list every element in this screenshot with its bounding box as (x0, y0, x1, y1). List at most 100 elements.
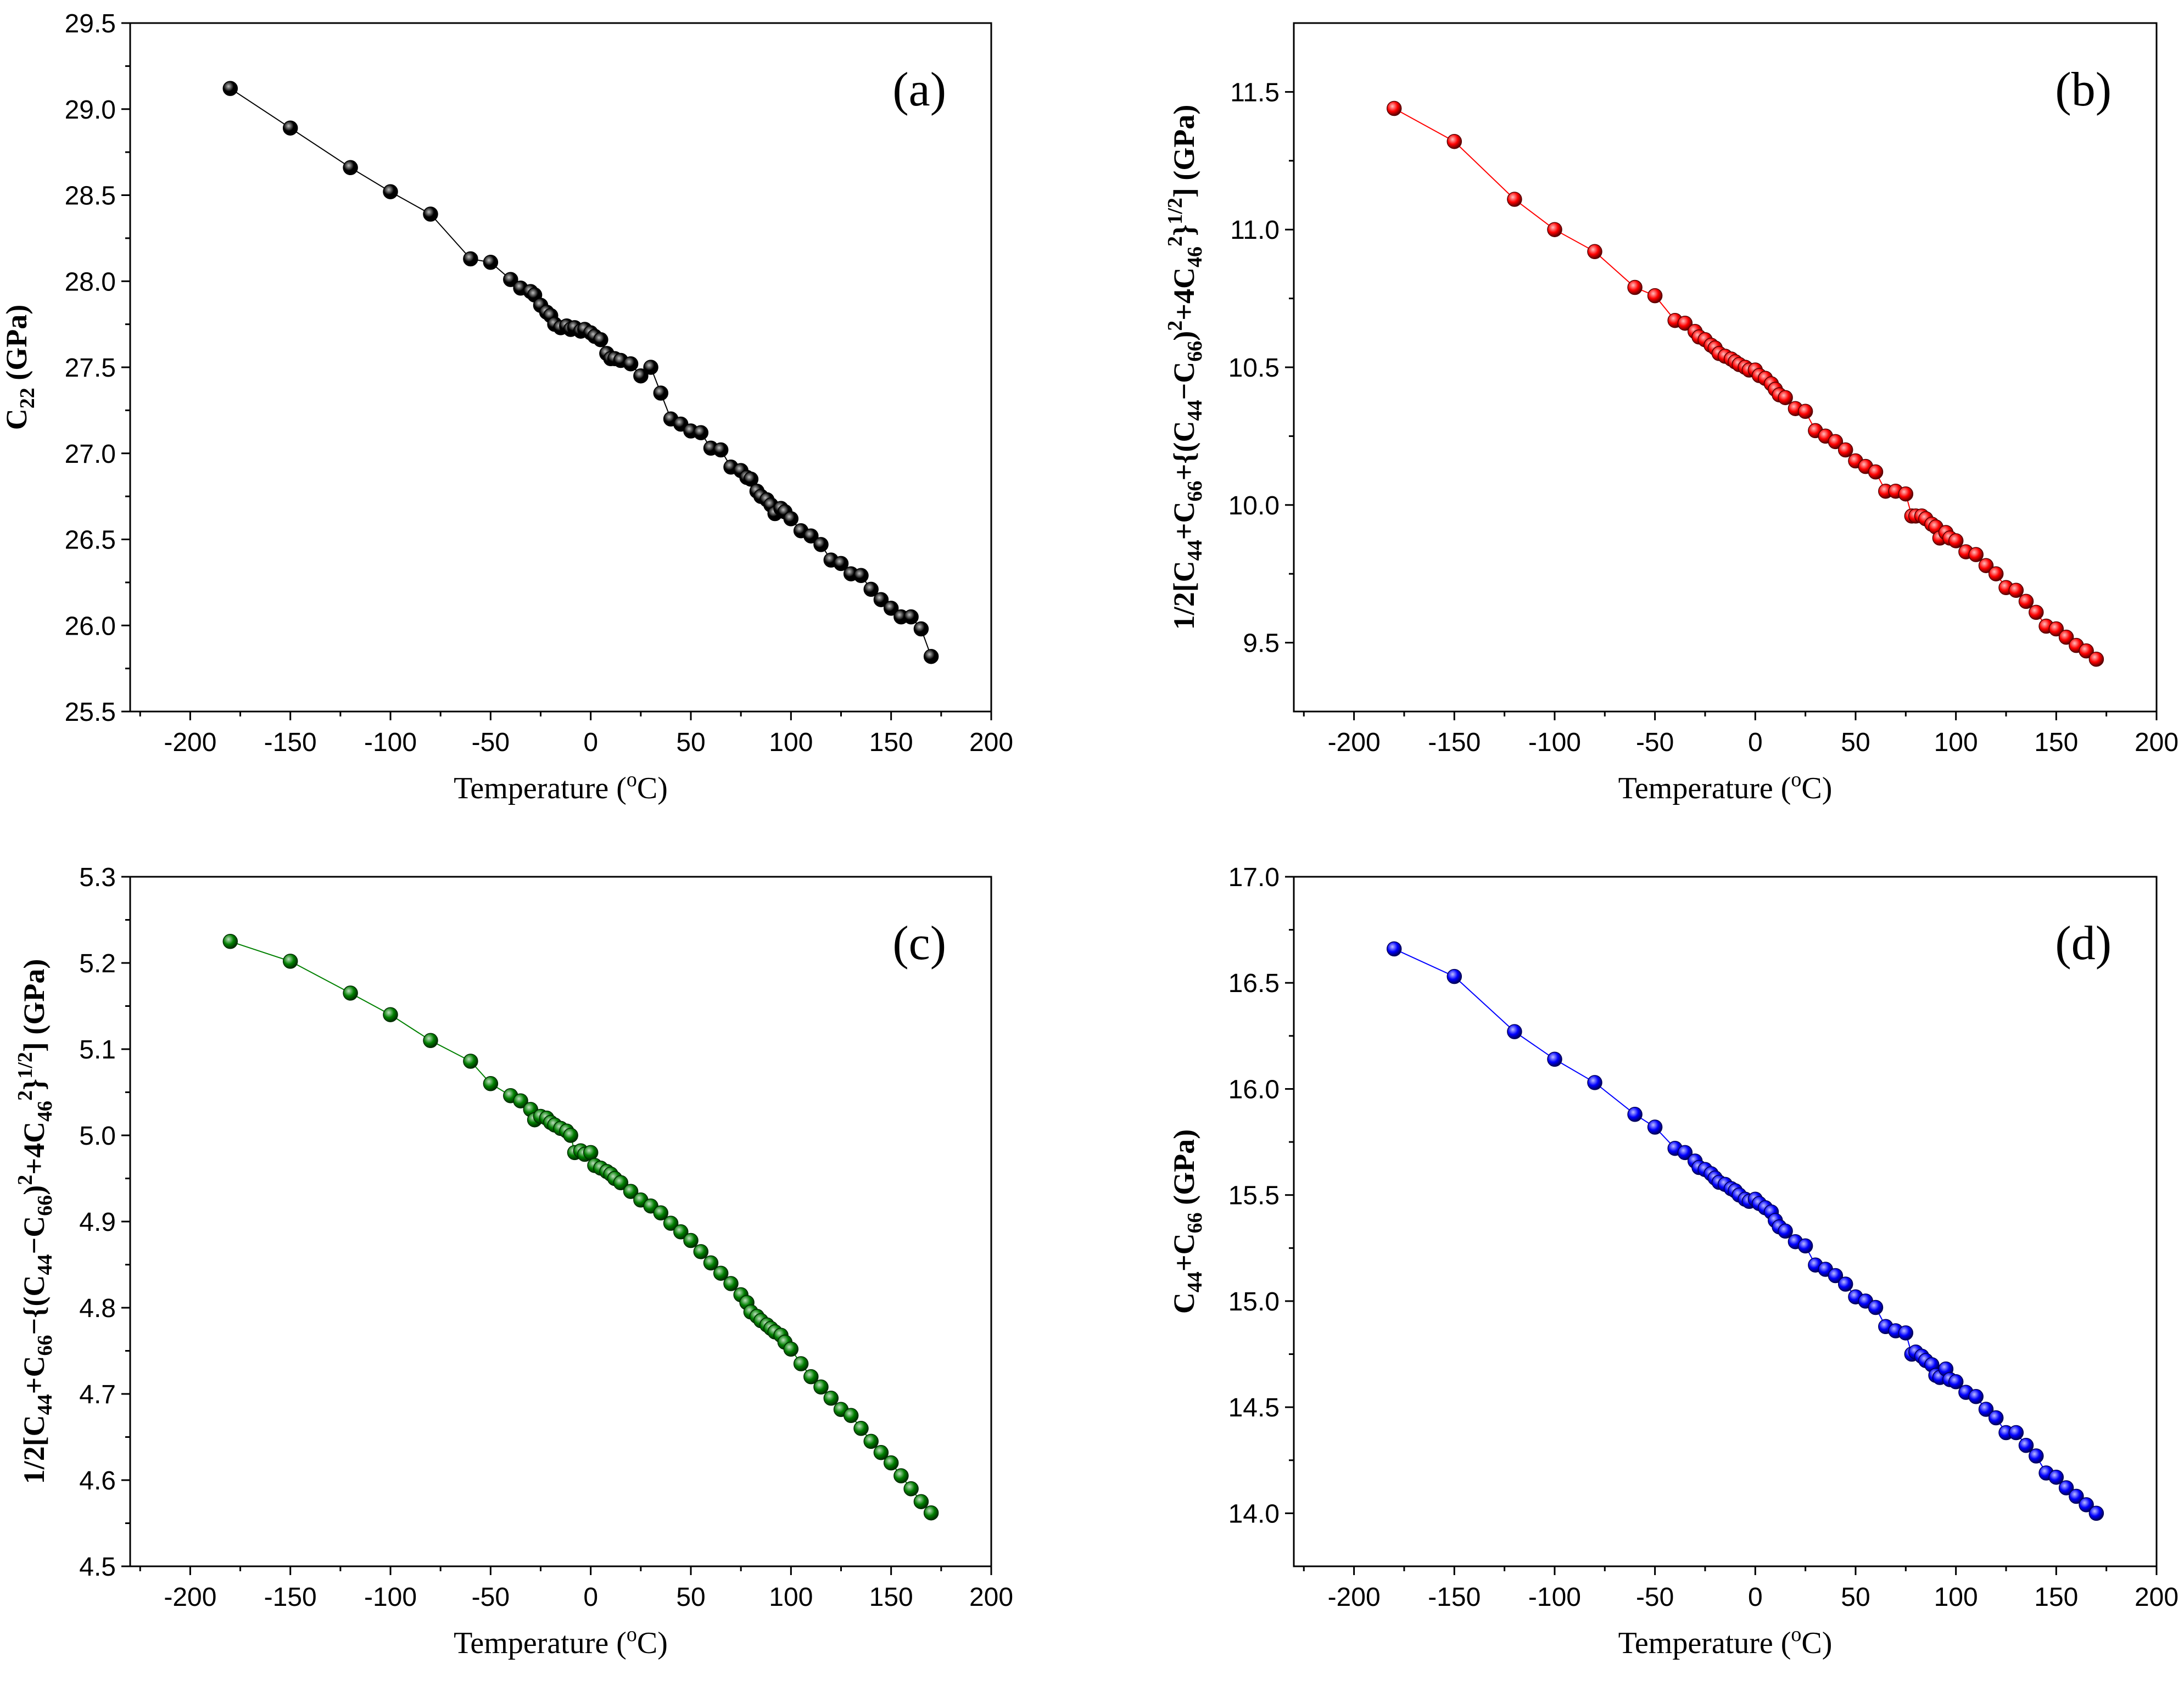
plot-frame (1293, 876, 2158, 1567)
x-tick-label: 50 (1841, 728, 1870, 757)
data-point (1547, 222, 1562, 237)
data-point (343, 160, 358, 176)
x-tick-label: 150 (2034, 1583, 2078, 1612)
x-tick-label: -100 (1528, 728, 1581, 757)
data-point (703, 1255, 719, 1271)
data-point (343, 985, 358, 1001)
data-point (873, 1445, 889, 1460)
data-point (713, 442, 729, 458)
y-tick-label: 29.0 (65, 96, 116, 125)
data-point (583, 1145, 599, 1161)
data-point (2088, 651, 2104, 667)
y-axis-title: C22 (GPa) (0, 305, 39, 430)
data-point (2048, 1469, 2064, 1485)
x-tick-label: 0 (583, 1583, 598, 1612)
y-tick-label: 11.0 (1230, 216, 1280, 245)
x-tick-label: -200 (1328, 728, 1381, 757)
y-tick-label: 27.5 (65, 354, 116, 383)
data-point (723, 1276, 739, 1291)
data-point (383, 184, 398, 199)
data-point (693, 1244, 709, 1259)
x-tick-label: 100 (769, 728, 813, 757)
data-point (2008, 1425, 2024, 1441)
y-tick-label: 4.7 (79, 1380, 116, 1409)
data-point (1978, 558, 1994, 573)
data-point (1386, 941, 1402, 957)
y-tick-label: 10.5 (1228, 354, 1280, 383)
data-point (1988, 1410, 2004, 1426)
data-point (282, 120, 298, 136)
data-point (813, 537, 829, 552)
data-point (923, 648, 939, 664)
data-point (1507, 192, 1522, 207)
series-line (230, 88, 932, 657)
data-point (1898, 486, 1914, 502)
y-tick-label: 5.1 (79, 1035, 116, 1065)
data-point (893, 1468, 909, 1483)
data-point (2058, 629, 2074, 645)
data-point (2029, 604, 2044, 620)
x-tick-label: 50 (676, 728, 705, 757)
y-tick-label: 29.5 (65, 9, 116, 38)
data-point (1547, 1051, 1562, 1067)
x-tick-label: -200 (164, 728, 216, 757)
data-point (713, 1265, 729, 1281)
y-axis-title: 1/2[C44+C66+{(C44−C66)2+4C462}1/2] (GPa) (1164, 105, 1206, 630)
data-point (863, 1433, 879, 1449)
data-point (1968, 547, 1984, 562)
data-point (513, 1093, 528, 1108)
plot-frame (129, 876, 992, 1567)
data-point (903, 609, 919, 625)
data-point (1627, 1107, 1643, 1122)
data-point (2018, 1437, 2034, 1453)
x-tick-label: 200 (2135, 728, 2179, 757)
y-tick-label: 4.5 (79, 1553, 116, 1582)
y-tick-label: 15.5 (1228, 1181, 1280, 1211)
panel-label: (d) (2055, 917, 2112, 970)
y-tick-label: 14.0 (1228, 1499, 1280, 1528)
data-point (1627, 279, 1643, 295)
data-point (2079, 643, 2094, 659)
data-point (2048, 621, 2064, 637)
x-tick-label: -150 (264, 728, 317, 757)
data-point (1778, 390, 1793, 405)
x-tick-label: 150 (2034, 728, 2078, 757)
data-point (2029, 1448, 2044, 1464)
x-tick-label: 0 (583, 728, 598, 757)
panel-d: -200 -150 -100 -50 0 50 100 150 200 14.0 14.5 15.0 1… (1168, 863, 2179, 1660)
x-tick-label: 0 (1748, 1583, 1763, 1612)
y-tick-label: 28.5 (65, 182, 116, 211)
data-point (883, 1455, 899, 1471)
x-tick-label: -50 (472, 728, 510, 757)
x-tick-label: -150 (1428, 728, 1481, 757)
data-point (913, 621, 929, 637)
data-point (623, 356, 639, 372)
x-tick-label: 50 (676, 1583, 705, 1612)
x-tick-label: -150 (264, 1583, 317, 1612)
panel-c: -200 -150 -100 -50 0 50 100 150 200 4.5 4.6 4.7 4.8 4… (14, 863, 1013, 1660)
data-point (222, 934, 238, 949)
series-line (230, 940, 932, 1514)
data-point (2058, 1480, 2074, 1495)
y-tick-label: 26.0 (65, 612, 116, 641)
data-point (1446, 968, 1462, 984)
data-point (483, 1076, 499, 1091)
data-point (803, 528, 819, 544)
data-point (463, 1054, 478, 1069)
x-tick-label: -150 (1428, 1583, 1481, 1612)
data-point (383, 1007, 398, 1022)
y-tick-label: 14.5 (1228, 1393, 1280, 1422)
data-point (663, 1216, 679, 1231)
y-tick-label: 25.5 (65, 698, 116, 727)
data-point (863, 581, 879, 597)
data-point (1797, 1238, 1813, 1254)
data-point (1978, 1402, 1994, 1417)
data-point (2008, 582, 2024, 598)
x-tick-label: 0 (1748, 728, 1763, 757)
data-point (1828, 1268, 1844, 1284)
data-point (1837, 442, 1853, 458)
data-point (483, 255, 499, 270)
x-axis-title: Temperature (oC) (1618, 1623, 1833, 1660)
